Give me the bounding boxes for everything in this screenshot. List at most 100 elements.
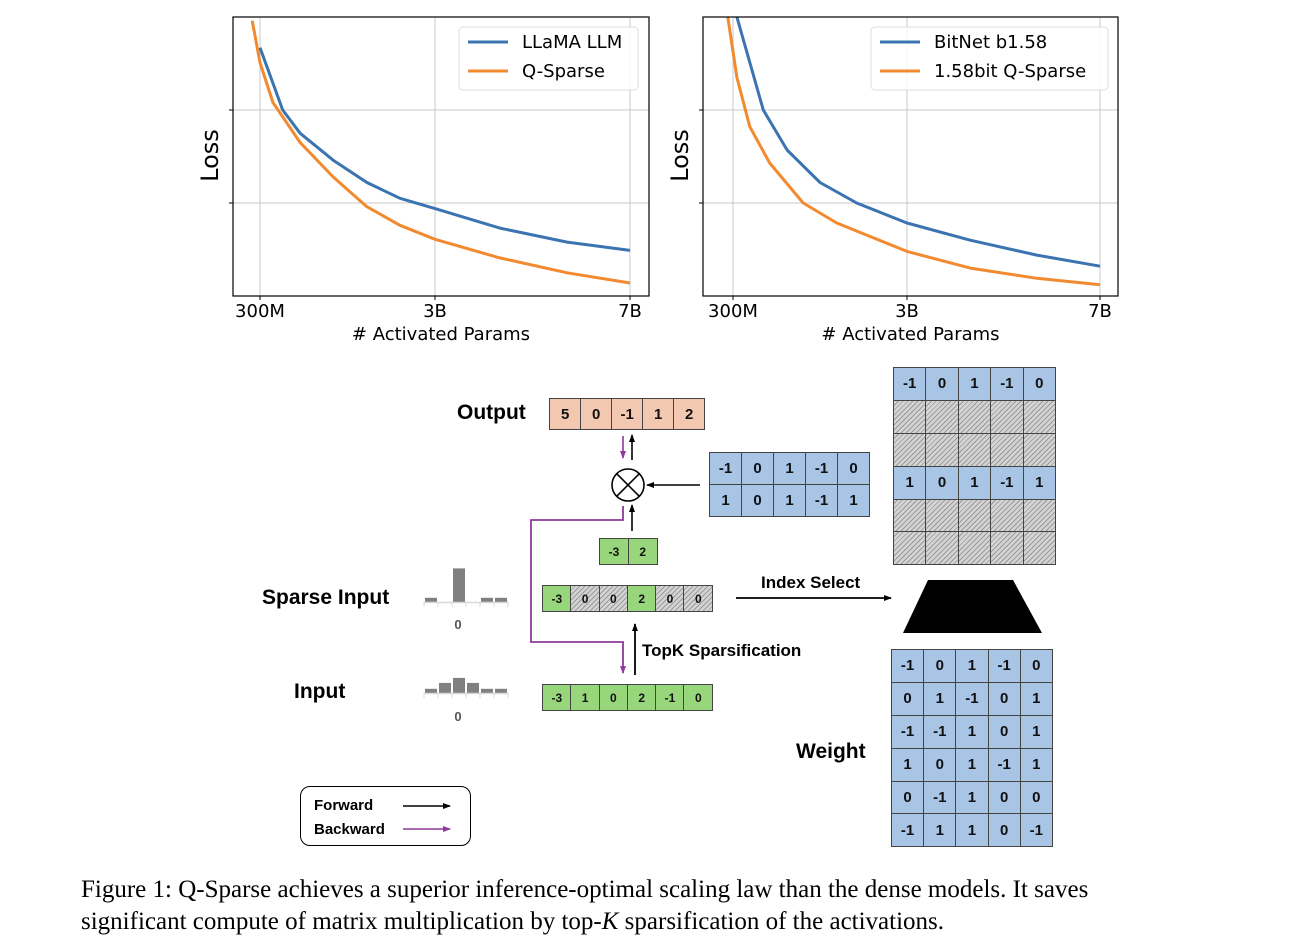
selected-activations-vector: -3 2 (599, 538, 658, 565)
sparse-input-cell-masked: 0 (683, 585, 714, 612)
caption-variable-k: K (601, 908, 619, 935)
weight-cell: 1 (924, 682, 957, 716)
weight-cell: 0 (742, 485, 774, 517)
figure-caption-line1: Figure 1: Q-Sparse achieves a superior i… (81, 876, 1089, 903)
activation-cell: -3 (599, 538, 629, 565)
weight-cell-masked (926, 433, 959, 467)
x-tick-label: 3B (895, 301, 919, 322)
index-select-label: Index Select (761, 573, 861, 592)
weight-cell: 0 (838, 453, 870, 485)
weight-cell: 0 (988, 682, 1021, 716)
weight-cell: 0 (1020, 650, 1053, 683)
weight-cell: 1 (1020, 682, 1053, 716)
output-cell: 0 (580, 398, 613, 430)
weight-cell: 0 (892, 781, 925, 815)
plot-frame (702, 16, 1119, 297)
output-label: Output (457, 401, 526, 424)
x-tick-label: 7B (618, 301, 642, 322)
weight-cell: 1 (956, 715, 989, 749)
legend-forward-label: Forward (314, 797, 374, 814)
histogram-bar (425, 597, 437, 602)
output-cell: -1 (611, 398, 644, 430)
weight-cell: 0 (988, 715, 1021, 749)
chart-legend: LLaMA LLM Q-Sparse (458, 26, 639, 91)
weight-cell: 0 (892, 682, 925, 716)
output-vector: 5 0 -1 1 2 (549, 398, 706, 430)
chart-llama-vs-qsparse: 300M 3B 7B # Activated Params Loss LLaMA LLM Q… (196, 16, 650, 345)
weight-cell-masked (1023, 400, 1056, 434)
weight-cell: 0 (742, 453, 774, 485)
sparse-input-cell-masked: 0 (570, 585, 600, 612)
x-tick-label: 300M (235, 301, 285, 322)
weight-cell: 0 (924, 650, 957, 683)
scaling-law-charts: 300M 3B 7B # Activated Params Loss LLaMA LLM Q… (196, 16, 1119, 345)
activation-cell: 2 (627, 538, 658, 565)
weight-cell: 1 (958, 368, 992, 401)
y-axis-label: Loss (666, 129, 694, 182)
weight-cell-masked (894, 433, 927, 467)
input-cell: -1 (655, 684, 685, 711)
sparse-input-cell: 2 (626, 585, 657, 612)
series-line-1-58bit-q-sparse (726, 16, 1101, 287)
histograms: 0 0 (423, 568, 509, 724)
histogram-bar (425, 688, 437, 693)
weight-cell: -1 (806, 485, 838, 517)
weight-cell-masked (958, 532, 992, 566)
weight-cell-masked (926, 400, 959, 434)
output-cell: 2 (673, 398, 706, 430)
input-vector: -3 1 0 2 -1 0 (542, 684, 714, 711)
y-axis-label: Loss (196, 129, 224, 182)
input-hist-zero-label: 0 (454, 709, 461, 724)
weight-cell-masked (926, 499, 959, 533)
weight-cell-masked (991, 532, 1024, 566)
output-cell: 5 (549, 398, 582, 430)
x-axis-label: # Activated Params (821, 324, 999, 345)
weight-cell: 0 (926, 368, 959, 401)
series-line-bitnet-b1-58 (735, 16, 1101, 268)
weight-cell-masked (958, 499, 992, 533)
weight-cell: -1 (710, 453, 742, 485)
weight-cell-masked (991, 400, 1024, 434)
weight-cell: 1 (1020, 748, 1053, 782)
legend-label: 1.58bit Q-Sparse (934, 61, 1086, 82)
input-cell: -3 (542, 684, 572, 711)
weight-cell: -1 (806, 453, 838, 485)
weight-cell: -1 (924, 781, 957, 815)
weight-cell: -1 (1020, 814, 1053, 848)
x-tick-label: 300M (708, 301, 758, 322)
selected-weight-matrix: -1 0 1 -1 0 1 0 1 -1 1 (709, 452, 870, 517)
weight-cell: 0 (926, 466, 959, 500)
diagram-legend (300, 786, 471, 846)
weight-cell: 0 (1023, 368, 1056, 401)
x-axis-label: # Activated Params (352, 324, 530, 345)
input-histogram (423, 677, 509, 698)
weight-cell: 1 (774, 485, 806, 517)
weight-cell-masked (894, 532, 927, 566)
chart-bitnet-vs-qsparse: 300M 3B 7B # Activated Params Loss BitNet b1.… (666, 16, 1119, 345)
caption-text-end: sparsification of the activations. (618, 908, 945, 935)
weight-cell: 1 (774, 453, 806, 485)
weight-cell: -1 (894, 368, 927, 401)
caption-text: significant compute of matrix multiplica… (81, 908, 602, 935)
weight-cell: 1 (956, 748, 989, 782)
weight-cell: -1 (892, 814, 925, 848)
weight-cell: -1 (956, 682, 989, 716)
series-line-llama-llm (258, 47, 631, 252)
weight-cell-masked (1023, 433, 1056, 467)
weight-matrix: -1 0 1 -1 0 0 1 -1 0 1 -1 -1 1 0 1 1 0 1 -1 1 0 -1 1 0 0 -1 1 1 0 -1 (891, 649, 1053, 848)
sparse-input-cell-masked: 0 (598, 585, 629, 612)
weight-cell-masked (926, 532, 959, 566)
legend-label: Q-Sparse (522, 61, 605, 82)
index-select-trapezoid (903, 580, 1042, 633)
input-cell: 0 (683, 684, 714, 711)
weight-cell: -1 (991, 368, 1024, 401)
histogram-bar (453, 677, 465, 693)
legend-frame (870, 26, 1109, 91)
weight-cell: 1 (1020, 715, 1053, 749)
weight-label: Weight (796, 740, 866, 763)
x-tick-label: 3B (423, 301, 447, 322)
weight-cell: 0 (1020, 781, 1053, 815)
weight-cell: 1 (956, 781, 989, 815)
weight-cell-masked (991, 433, 1024, 467)
